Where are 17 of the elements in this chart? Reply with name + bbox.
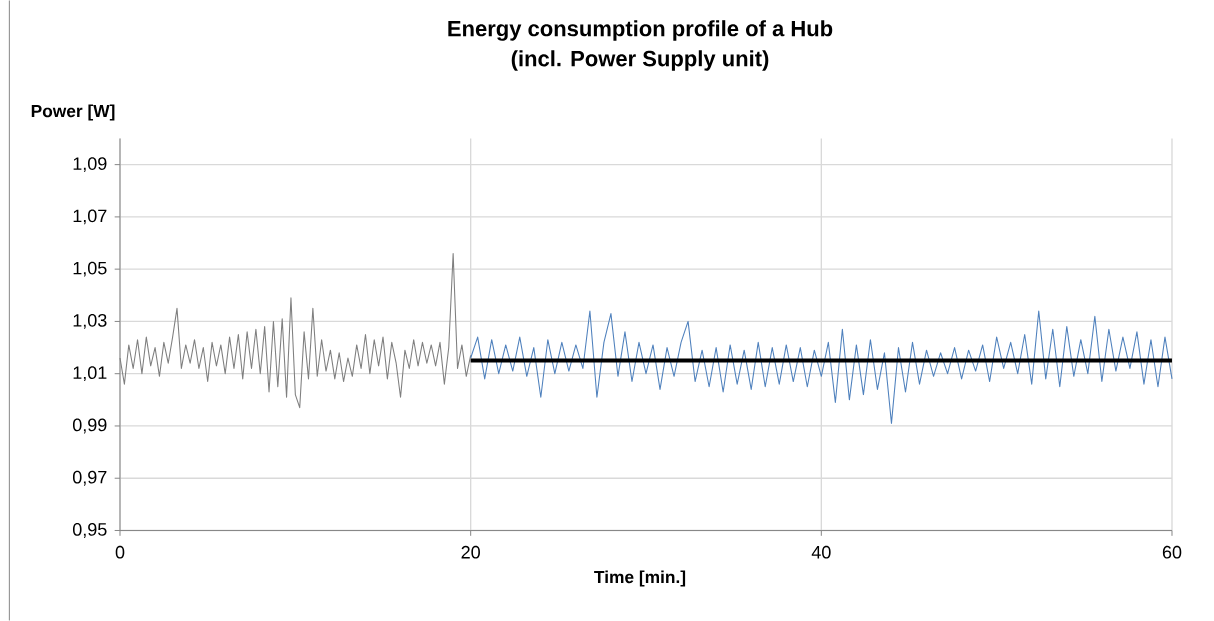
x-tick-label: 0 [115,545,125,559]
x-tick-label: 60 [1162,545,1182,559]
y-tick-label: 1,07 [73,209,107,225]
y-tick-label: 1,03 [73,313,107,329]
line-series [470,310,1173,424]
y-tick-label: 0,95 [72,523,107,538]
y-tick-label: 1,01 [73,366,107,382]
x-tick-label: 40 [811,545,831,559]
y-tick-label: 1,05 [73,261,107,277]
y-tick-label: 1,09 [73,157,107,173]
y-tick-label: 0,99 [72,418,107,434]
y-tick-label: 0,97 [72,470,107,486]
y-axis-title: Power [W] [31,104,115,121]
chart-subtitle: (incl. Power Supply unit) [511,50,769,71]
x-axis-title: Time [min.] [594,570,686,587]
x-tick-label: 20 [461,545,480,559]
chart-title: Energy consumption profile of a Hub [448,20,833,41]
